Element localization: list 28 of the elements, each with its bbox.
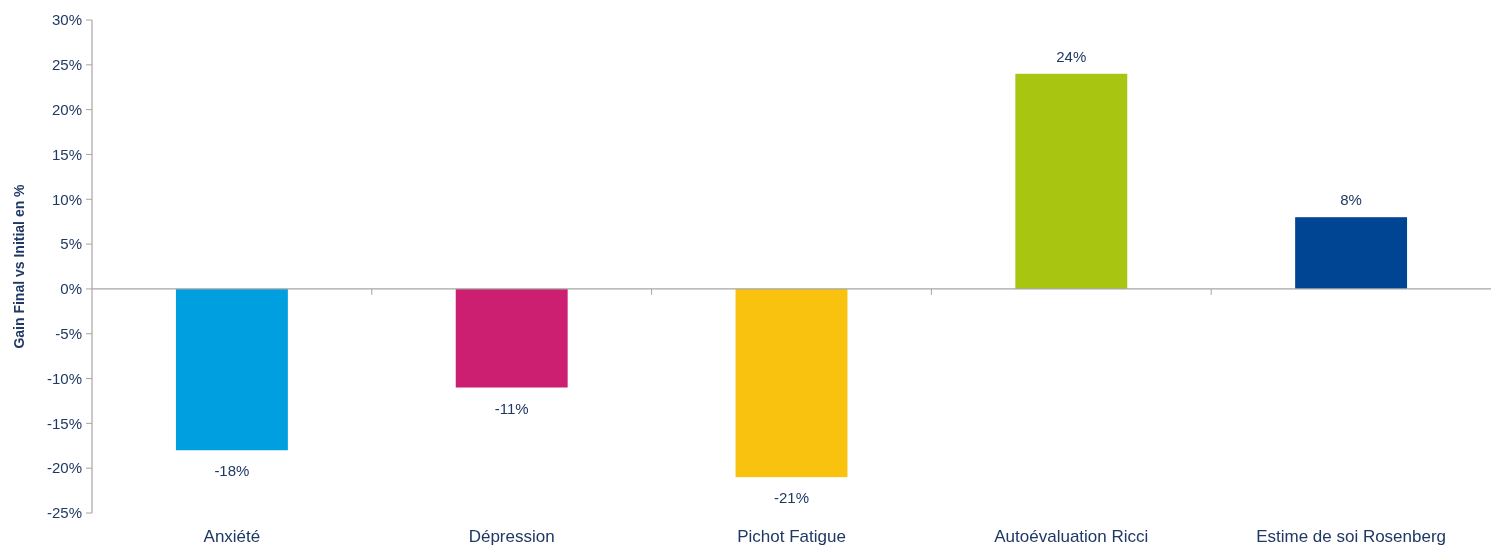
data-label: 24% (1056, 47, 1087, 65)
y-tick-label: 25% (51, 56, 82, 74)
y-tick-label: 30% (51, 11, 82, 29)
y-tick-label: -25% (46, 504, 82, 522)
data-label: -18% (214, 462, 250, 480)
y-tick-label: -5% (55, 324, 82, 342)
y-tick-label: 0% (60, 280, 82, 298)
y-tick-label: 20% (51, 100, 82, 118)
y-tick-label: 5% (60, 235, 82, 253)
x-tick-label: Dépression (468, 527, 555, 546)
x-tick-label: Autoévaluation Ricci (994, 527, 1149, 546)
y-tick-label: -10% (46, 369, 82, 387)
x-tick-label: Estime de soi Rosenberg (1256, 527, 1447, 546)
y-axis-title: Gain Final vs Initial en % (11, 183, 27, 349)
y-tick-label: -20% (46, 459, 82, 477)
data-label: -11% (494, 399, 529, 417)
y-tick-label: 10% (51, 190, 82, 208)
bar (175, 288, 288, 451)
bar (735, 288, 848, 478)
x-tick-label: Anxiété (203, 527, 261, 546)
y-tick-label: -15% (46, 414, 82, 432)
bar (1295, 217, 1408, 289)
x-tick-label: Pichot Fatigue (737, 527, 846, 546)
bar (455, 288, 568, 388)
y-tick-label: 15% (51, 145, 82, 163)
data-label: 8% (1340, 191, 1362, 209)
bar (1015, 73, 1128, 289)
data-label: -21% (773, 489, 810, 507)
